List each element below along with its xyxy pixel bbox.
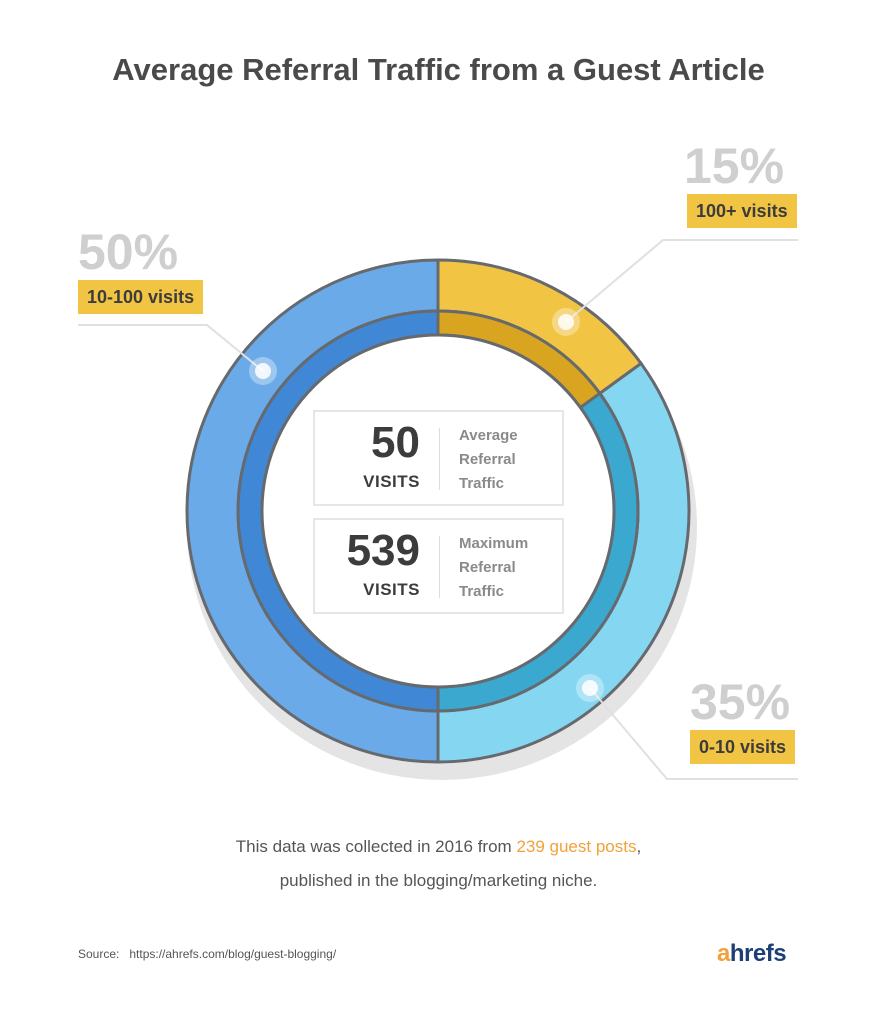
slice-label-100-plus: 100+ visits — [687, 194, 797, 228]
label-line: Referral — [459, 559, 516, 576]
source-label: Source: — [78, 947, 120, 961]
logo-text: hrefs — [729, 940, 787, 967]
label-line: Referral — [459, 451, 516, 468]
label-line: Maximum — [459, 535, 529, 552]
leader-marker — [558, 314, 574, 330]
leader-marker — [255, 363, 271, 379]
note-text: This data was collected in 2016 from — [235, 837, 517, 856]
data-note-line-2: published in the blogging/marketing nich… — [279, 871, 598, 890]
note-text: , — [636, 837, 642, 856]
donut-center — [260, 333, 616, 689]
maximum-visits-number: 539 — [346, 526, 420, 575]
label-line: Traffic — [459, 475, 505, 492]
leader-line — [589, 687, 798, 780]
slice-label-10-100: 10-100 visits — [78, 280, 204, 314]
leader-marker — [582, 680, 598, 696]
average-traffic-label: Average Referral Traffic — [459, 424, 559, 496]
average-visits-unit: VISITS — [363, 472, 420, 491]
ahrefs-logo: ahrefs — [717, 940, 787, 968]
maximum-visits-unit: VISITS — [363, 580, 420, 599]
leader-line — [78, 324, 264, 372]
average-traffic-box: 50 VISITS Average Referral Traffic — [313, 410, 564, 506]
slice-percent-100-plus: 15% — [684, 138, 785, 194]
logo-letter: a — [717, 940, 730, 967]
slice-percent-10-100: 50% — [78, 224, 179, 280]
average-visits-number: 50 — [371, 418, 420, 467]
guest-posts-highlight: 239 guest posts — [516, 837, 637, 856]
label-line: Traffic — [459, 583, 505, 600]
leader-line — [565, 239, 798, 323]
slice-label-0-10: 0-10 visits — [690, 730, 796, 764]
data-note-line-1: This data was collected in 2016 from 239… — [0, 837, 877, 857]
chart-title: Average Referral Traffic from a Guest Ar… — [112, 52, 765, 87]
info-divider — [439, 536, 440, 598]
source-url: https://ahrefs.com/blog/guest-blogging/ — [129, 947, 337, 961]
info-divider — [439, 428, 440, 490]
maximum-traffic-label: Maximum Referral Traffic — [459, 532, 559, 604]
slice-percent-0-10: 35% — [690, 674, 791, 730]
label-line: Average — [459, 427, 518, 444]
maximum-traffic-box: 539 VISITS Maximum Referral Traffic — [313, 518, 564, 614]
source-line: Source: https://ahrefs.com/blog/guest-blo… — [78, 947, 336, 961]
